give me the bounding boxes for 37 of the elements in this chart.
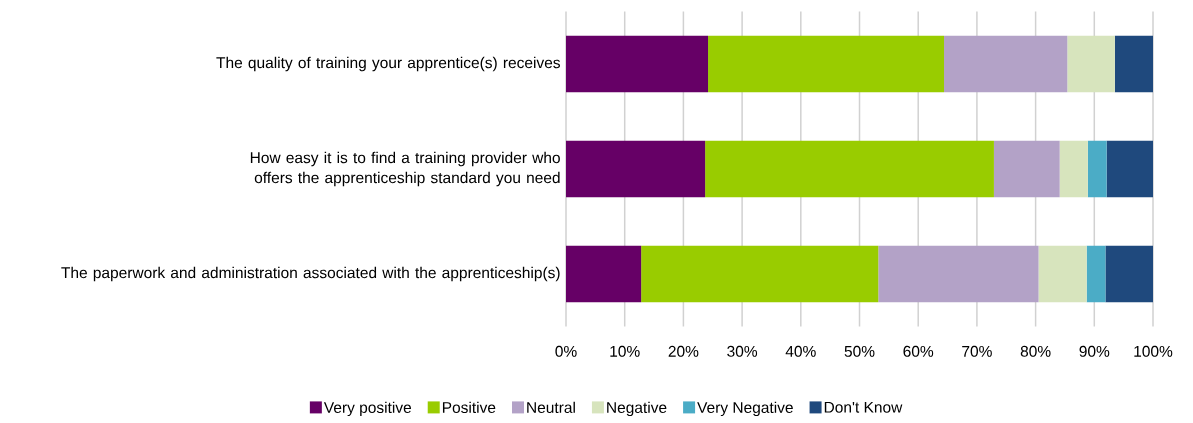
legend-label: Negative (607, 401, 667, 417)
bar (1105, 245, 1154, 303)
x-tick-label: 80% (1020, 345, 1051, 357)
x-tick-label: 30% (727, 345, 758, 357)
bar (993, 140, 1060, 198)
bar (566, 35, 709, 93)
x-tick-label: 100% (1134, 345, 1173, 357)
x-tick-label: 90% (1079, 345, 1110, 357)
bar (641, 245, 879, 303)
legend-label: Very Negative (697, 401, 793, 417)
legend-label: Neutral (527, 401, 575, 414)
x-tick-label: 40% (785, 345, 816, 357)
bar (708, 35, 945, 93)
bar (1086, 245, 1106, 303)
x-tick-label: 10% (610, 345, 640, 357)
x-tick-label: 70% (962, 345, 992, 357)
bar (566, 140, 706, 198)
bar (944, 35, 1068, 93)
legend-label: Positive (442, 401, 496, 414)
bar (1067, 35, 1115, 93)
bar (566, 245, 642, 303)
x-tick-label: 0% (555, 345, 577, 357)
legend-label: Don't Know (824, 401, 903, 413)
y-tick-label: The paperwork and administration associated with the apprenticeship(s) (61, 266, 560, 282)
bar (1087, 140, 1107, 198)
x-tick-label: 60% (903, 345, 934, 357)
x-tick-label: 20% (668, 345, 699, 357)
y-tick-label: How easy it is to find a training provider who offers the apprenticeship standard you need (250, 151, 560, 187)
bar (1059, 140, 1088, 198)
bar (705, 140, 994, 198)
bar (878, 245, 1039, 303)
legend-label: Very positive (323, 401, 412, 417)
bar (1114, 35, 1154, 93)
y-tick-label: The quality of training your apprentice(s) receives (216, 56, 560, 72)
x-tick-label: 50% (844, 345, 875, 357)
bar (1106, 140, 1154, 198)
bar (1038, 245, 1087, 303)
